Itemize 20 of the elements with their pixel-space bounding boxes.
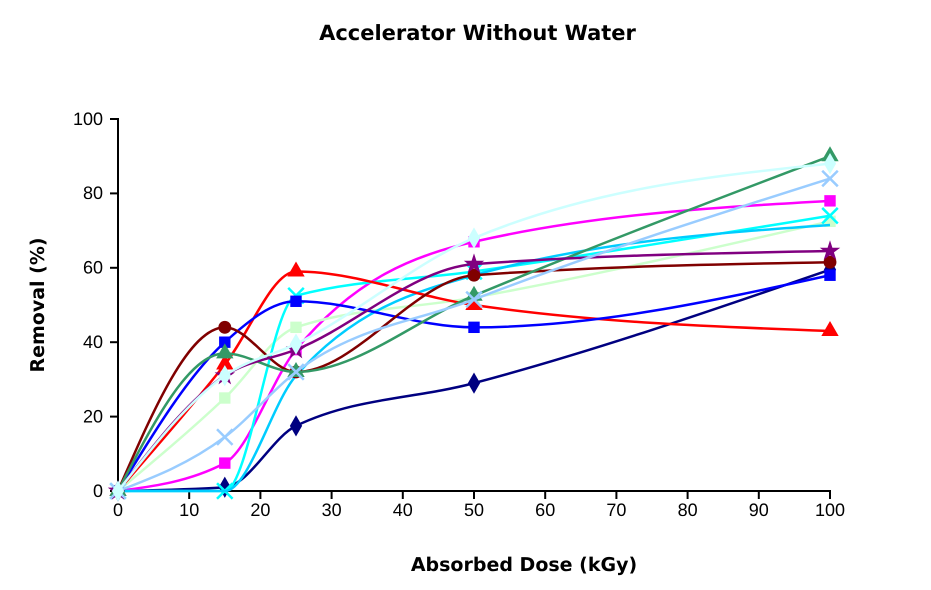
x-tick-label: 70 <box>606 500 626 520</box>
x-tick-label: 30 <box>322 500 342 520</box>
y-tick-label: 60 <box>82 258 103 278</box>
x-axis-title: Absorbed Dose (kGy) <box>410 554 638 576</box>
x-tick-label: 20 <box>250 500 270 520</box>
x-tick-label: 10 <box>179 500 200 520</box>
y-tick-label: 80 <box>82 183 103 204</box>
y-axis-title: Removal (%) <box>27 237 49 373</box>
y-tick-label: 20 <box>82 406 103 426</box>
x-tick-label: 50 <box>464 500 484 520</box>
chart-title: Accelerator Without Water <box>319 21 637 45</box>
y-tick-label: 0 <box>92 480 103 501</box>
x-tick-label: 100 <box>814 500 846 520</box>
x-tick-label: 0 <box>112 500 124 520</box>
x-tick-label: 60 <box>535 500 556 520</box>
x-tick-label: 40 <box>392 500 413 520</box>
x-tick-label: 80 <box>678 500 698 520</box>
y-tick-label: 100 <box>72 108 103 129</box>
y-tick-label: 40 <box>82 332 103 352</box>
x-tick-label: 90 <box>748 500 769 520</box>
